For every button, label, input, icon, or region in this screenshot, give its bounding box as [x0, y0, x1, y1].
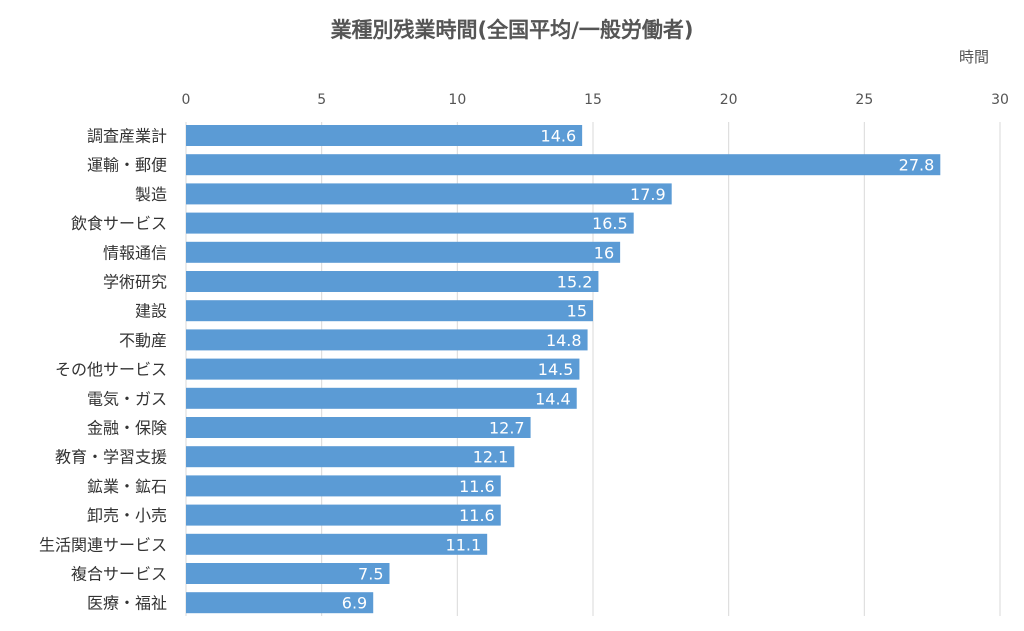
category-label: 複合サービス [71, 565, 167, 584]
bar [186, 563, 390, 584]
data-label: 7.5 [358, 565, 383, 584]
bar [186, 212, 634, 234]
data-label: 16 [594, 243, 614, 262]
data-label: 27.8 [899, 156, 935, 175]
bar [186, 533, 488, 555]
data-label: 11.6 [459, 506, 495, 525]
data-label: 12.7 [489, 419, 525, 438]
data-label: 12.1 [473, 448, 509, 467]
x-axis-ticks: 0 5 10 15 20 25 30 [182, 92, 1009, 108]
bar [186, 446, 515, 468]
category-label: 学術研究 [103, 273, 167, 292]
category-label: 建設 [135, 302, 167, 321]
category-label: 飲食サービス [71, 214, 167, 233]
category-label: 金融・保険 [87, 419, 167, 438]
bar [186, 125, 583, 146]
bar [186, 300, 593, 322]
data-label: 6.9 [342, 594, 367, 613]
category-labels: 調査産業計運輸・郵便製造飲食サービス情報通信学術研究建設不動産その他サービス電気… [39, 127, 167, 613]
data-label: 17.9 [630, 185, 666, 204]
category-label: 電気・ガス [87, 389, 167, 408]
category-label: 鉱業・鉱石 [87, 477, 167, 496]
bars [186, 125, 941, 614]
bar [186, 154, 941, 176]
bar [186, 417, 531, 438]
x-tick-label: 20 [720, 92, 738, 108]
bar [186, 475, 501, 497]
category-label: 教育・学習支援 [55, 448, 167, 467]
x-tick-label: 30 [991, 92, 1009, 108]
bar [186, 329, 588, 351]
category-label: 調査産業計 [87, 127, 167, 146]
x-tick-label: 10 [448, 92, 466, 108]
data-label: 14.5 [538, 360, 574, 379]
x-tick-label: 15 [584, 92, 602, 108]
bar [186, 183, 672, 205]
category-label: 不動産 [119, 331, 167, 350]
data-label: 14.8 [546, 331, 582, 350]
data-label: 16.5 [592, 214, 628, 233]
data-label: 15.2 [557, 273, 593, 292]
chart-title: 業種別残業時間(全国平均/一般労働者) [330, 18, 694, 42]
category-label: 生活関連サービス [39, 535, 167, 554]
category-label: 製造 [135, 185, 167, 204]
bar [186, 592, 374, 614]
category-label: 医療・福祉 [87, 594, 167, 613]
bar [186, 358, 580, 380]
category-label: 卸売・小売 [87, 506, 167, 525]
data-label: 14.6 [541, 127, 577, 146]
axis-unit-label: 時間 [958, 48, 989, 66]
category-label: 情報通信 [103, 243, 167, 262]
category-label: その他サービス [55, 360, 167, 379]
x-tick-label: 25 [855, 92, 873, 108]
data-label: 15 [567, 302, 587, 321]
x-tick-label: 5 [317, 92, 326, 108]
bar [186, 241, 621, 263]
data-label: 11.6 [459, 477, 495, 496]
x-tick-label: 0 [182, 92, 191, 108]
data-label: 14.4 [535, 389, 571, 408]
data-label: 11.1 [446, 535, 482, 554]
bar [186, 271, 599, 292]
bar [186, 504, 501, 526]
category-label: 運輸・郵便 [87, 156, 167, 175]
bar [186, 387, 577, 409]
